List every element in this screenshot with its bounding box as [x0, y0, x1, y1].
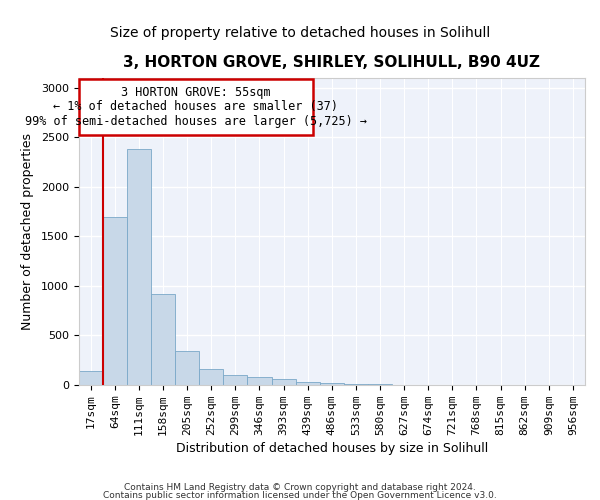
- Title: 3, HORTON GROVE, SHIRLEY, SOLIHULL, B90 4UZ: 3, HORTON GROVE, SHIRLEY, SOLIHULL, B90 …: [124, 55, 541, 70]
- Bar: [103, 216, 127, 385]
- Bar: [247, 377, 272, 385]
- Bar: [151, 294, 175, 385]
- Text: 3 HORTON GROVE: 55sqm: 3 HORTON GROVE: 55sqm: [121, 86, 271, 99]
- Bar: [199, 369, 223, 385]
- Text: Contains HM Land Registry data © Crown copyright and database right 2024.: Contains HM Land Registry data © Crown c…: [124, 483, 476, 492]
- Text: ← 1% of detached houses are smaller (37): ← 1% of detached houses are smaller (37): [53, 100, 338, 114]
- Text: Contains public sector information licensed under the Open Government Licence v3: Contains public sector information licen…: [103, 490, 497, 500]
- Bar: [79, 371, 103, 385]
- Bar: [272, 380, 296, 385]
- Text: Size of property relative to detached houses in Solihull: Size of property relative to detached ho…: [110, 26, 490, 40]
- Bar: [344, 384, 368, 385]
- Bar: [127, 150, 151, 385]
- X-axis label: Distribution of detached houses by size in Solihull: Distribution of detached houses by size …: [176, 442, 488, 455]
- Bar: [320, 383, 344, 385]
- Bar: [296, 382, 320, 385]
- Y-axis label: Number of detached properties: Number of detached properties: [21, 133, 34, 330]
- Text: 99% of semi-detached houses are larger (5,725) →: 99% of semi-detached houses are larger (…: [25, 114, 367, 128]
- Bar: [175, 351, 199, 385]
- Bar: [223, 375, 247, 385]
- FancyBboxPatch shape: [79, 79, 313, 134]
